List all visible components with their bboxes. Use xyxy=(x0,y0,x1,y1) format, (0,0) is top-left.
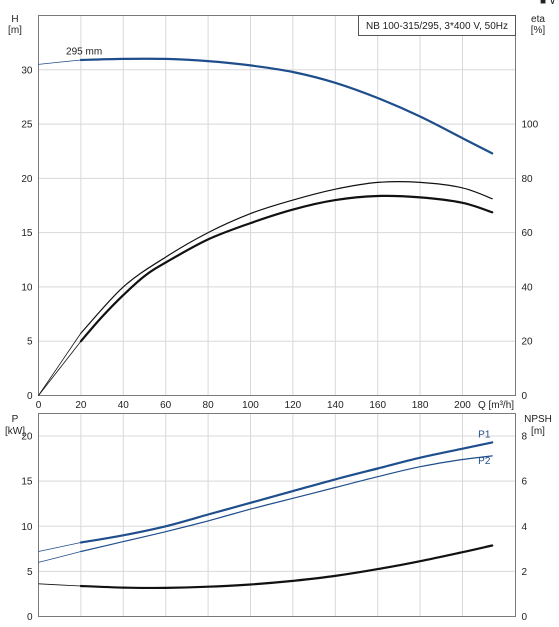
series-line xyxy=(80,181,493,334)
right-tick-label: 0 xyxy=(522,612,528,623)
top-left-axis-label-2: [m] xyxy=(8,25,22,36)
series-line xyxy=(80,455,493,553)
left-tick-label: 10 xyxy=(21,282,33,293)
bottom-plot-frame xyxy=(38,413,516,617)
power-npsh-panel: P1 P2 0 5 10 15 20 0 2 4 6 8 P [kW] NPSH [m] xyxy=(5,413,552,623)
top-left-axis-label-1: H xyxy=(11,14,18,25)
right-tick-label: 80 xyxy=(522,174,534,185)
left-tick-label: 20 xyxy=(21,174,33,185)
series-name-label: P1 xyxy=(478,429,491,440)
top-grid xyxy=(38,15,516,396)
x-tick-label: 140 xyxy=(327,400,344,411)
left-tick-label: 15 xyxy=(21,228,33,239)
right-tick-label: 100 xyxy=(522,120,539,131)
right-tick-label: 6 xyxy=(522,477,528,488)
right-tick-label: 20 xyxy=(522,337,534,348)
x-tick-label: 200 xyxy=(454,400,471,411)
left-tick-label: 25 xyxy=(21,120,33,131)
chart-title: NB 100-315/295, 3*400 V, 50Hz xyxy=(366,21,508,32)
x-tick-label: 0 xyxy=(36,400,42,411)
top-plot-frame xyxy=(38,15,516,396)
bottom-left-axis-label-1: P xyxy=(12,414,19,425)
bottom-curves: P1 P2 xyxy=(38,429,494,590)
series-name-label: 295 mm xyxy=(66,46,102,57)
x-tick-label: 180 xyxy=(412,400,429,411)
top-right-axis-label-1: eta xyxy=(531,14,545,25)
x-tick-label: 100 xyxy=(242,400,259,411)
right-tick-label: 4 xyxy=(522,522,528,533)
x-tick-label: 80 xyxy=(203,400,215,411)
series-extrapolation-line xyxy=(38,59,81,65)
series-extrapolation-line xyxy=(38,551,81,563)
left-tick-label: 30 xyxy=(21,65,33,76)
left-tick-label: 10 xyxy=(21,522,33,533)
left-tick-label: 0 xyxy=(27,391,33,402)
series-name-label: P2 xyxy=(478,456,491,467)
top-right-glyph: ■ ∨ xyxy=(540,0,556,7)
head-efficiency-panel: 295 mm 0 20 40 60 80 100 120 140 160 180 200051015… xyxy=(8,14,545,411)
series-extrapolation-line xyxy=(38,583,81,587)
bottom-right-axis-label-1: NPSH xyxy=(524,414,552,425)
x-tick-label: 120 xyxy=(285,400,302,411)
series-line xyxy=(79,441,494,544)
bottom-tick-labels: 0 5 10 15 20 0 2 4 6 8 xyxy=(21,432,527,623)
top-tick-labels: 0 20 40 60 80 100 120 140 160 180 200 0 5 10 15 20 25 30 0… xyxy=(21,65,538,411)
left-tick-label: 20 xyxy=(21,432,33,443)
x-tick-label: 160 xyxy=(369,400,386,411)
x-tick-label: 20 xyxy=(75,400,87,411)
right-tick-label: 60 xyxy=(522,228,534,239)
top-curves: 295 mm xyxy=(38,46,494,396)
series-extrapolation-line xyxy=(38,542,81,552)
series-extrapolation-line xyxy=(38,332,82,396)
top-right-axis-label-2: [%] xyxy=(531,25,546,36)
right-tick-label: 40 xyxy=(522,282,534,293)
top-x-axis-label: Q [m³/h] xyxy=(478,400,514,411)
series-line xyxy=(79,544,494,590)
right-tick-label: 8 xyxy=(522,432,528,443)
left-tick-label: 15 xyxy=(21,477,33,488)
bottom-left-axis-label-2: [kW] xyxy=(5,426,25,437)
x-tick-label: 60 xyxy=(160,400,172,411)
left-tick-label: 5 xyxy=(27,337,33,348)
right-tick-label: 2 xyxy=(522,567,528,578)
bottom-grid xyxy=(38,413,516,617)
x-tick-label: 40 xyxy=(118,400,130,411)
bottom-right-axis-label-2: [m] xyxy=(531,426,545,437)
series-line xyxy=(79,194,494,343)
left-tick-label: 5 xyxy=(27,567,33,578)
chart-title-box xyxy=(358,15,516,36)
left-tick-label: 0 xyxy=(27,612,33,623)
right-tick-label: 0 xyxy=(522,391,528,402)
series-line xyxy=(79,57,494,155)
series-extrapolation-line xyxy=(38,340,82,396)
